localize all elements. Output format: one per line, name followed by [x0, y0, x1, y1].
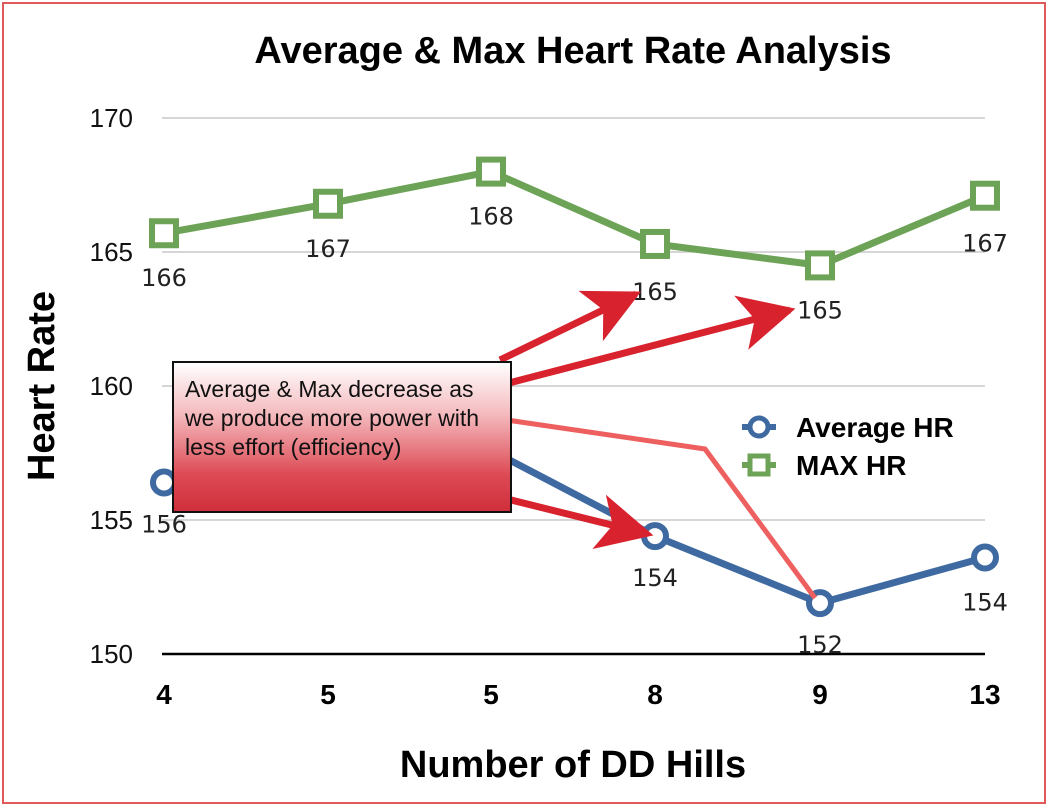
y-axis-label: Heart Rate — [21, 291, 63, 481]
average-hr-data-label: 154 — [962, 589, 1008, 617]
average-hr-data-label: 156 — [141, 510, 187, 538]
y-tick-label: 160 — [90, 371, 133, 401]
annotation-callout: Average & Max decrease as we produce mor… — [172, 361, 512, 513]
max-hr-point — [970, 180, 1000, 211]
legend-entry: MAX HR — [796, 450, 906, 481]
x-axis-label: Number of DD Hills — [400, 744, 746, 786]
max-hr-data-label: 165 — [632, 278, 678, 306]
max-hr-data-label: 165 — [797, 296, 843, 324]
max-hr-data-label: 168 — [468, 203, 514, 231]
annotation-arrow — [494, 492, 654, 550]
legend: Average HR MAX HR — [742, 412, 954, 481]
y-tick-label: 155 — [90, 505, 133, 535]
x-tick-label: 13 — [969, 679, 1000, 710]
x-tick-label: 9 — [812, 679, 828, 710]
legend-marker-circle — [747, 415, 771, 439]
annotation-arrow — [498, 290, 642, 364]
max-hr-data-label: 166 — [141, 264, 187, 292]
x-tick-label: 5 — [320, 679, 336, 710]
max-hr-point — [805, 250, 835, 281]
max-hr-line — [163, 168, 987, 269]
average-hr-data-label: 152 — [797, 631, 843, 659]
max-hr-point — [149, 218, 179, 249]
x-tick-label: 8 — [647, 679, 663, 710]
legend-entry: Average HR — [796, 412, 954, 443]
y-tick-label: 150 — [90, 639, 133, 669]
max-hr-point — [476, 156, 506, 187]
average-hr-data-label: 154 — [632, 564, 678, 592]
y-tick-label: 170 — [90, 103, 133, 133]
average-hr-point — [971, 543, 999, 572]
x-tick-label: 5 — [483, 679, 499, 710]
annotation-connector-line — [499, 416, 818, 600]
chart-title: Average & Max Heart Rate Analysis — [254, 30, 891, 72]
y-tick-label: 165 — [90, 237, 133, 267]
max-hr-data-label: 167 — [962, 230, 1008, 258]
annotation-arrow — [504, 295, 796, 388]
legend-marker-square — [747, 453, 771, 477]
max-hr-point — [313, 188, 343, 219]
max-hr-data-label: 167 — [305, 235, 351, 263]
x-tick-label: 4 — [156, 679, 172, 710]
max-hr-point — [640, 228, 670, 259]
